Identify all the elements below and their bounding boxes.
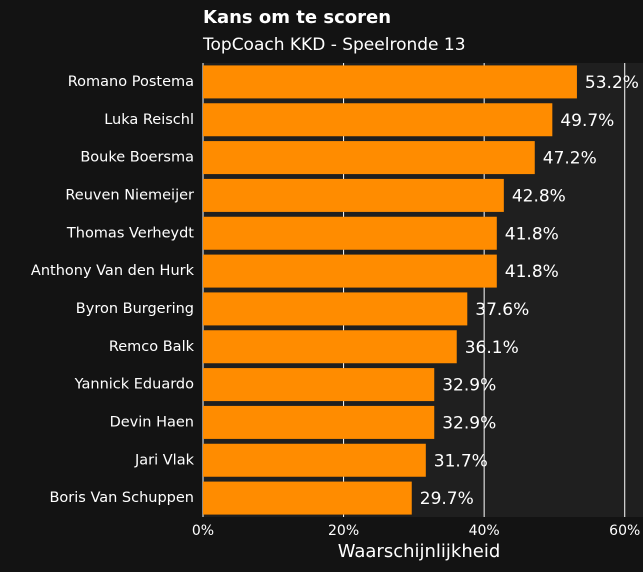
y-tick-label: Devin Haen (110, 414, 194, 430)
x-tick-label: 40% (469, 523, 500, 539)
value-label: 32.9% (442, 413, 496, 433)
value-label: 42.8% (512, 186, 566, 206)
y-tick-label: Luka Reischl (104, 112, 194, 128)
bar (203, 65, 577, 99)
value-label: 31.7% (434, 451, 488, 471)
bar (203, 216, 497, 250)
bar (203, 481, 412, 515)
y-tick-label: Boris Van Schuppen (49, 490, 194, 506)
bar (203, 254, 497, 288)
value-label: 53.2% (585, 73, 639, 93)
value-label: 49.7% (560, 111, 614, 131)
y-tick-label: Jari Vlak (134, 452, 195, 468)
bar (203, 443, 426, 477)
x-tick-label: 60% (609, 523, 640, 539)
value-label: 37.6% (475, 300, 529, 320)
x-axis-label: Waarschijnlijkheid (338, 541, 501, 562)
bar (203, 368, 435, 402)
bar (203, 330, 457, 364)
value-label: 36.1% (465, 338, 519, 358)
bar (203, 405, 435, 439)
bar (203, 292, 468, 326)
y-tick-label: Bouke Boersma (80, 150, 194, 166)
x-tick-label: 20% (328, 523, 359, 539)
y-tick-label: Thomas Verheydt (66, 225, 194, 241)
value-label: 47.2% (543, 149, 597, 169)
y-tick-label: Byron Burgering (76, 301, 194, 317)
value-label: 32.9% (442, 376, 496, 396)
y-tick-label: Remco Balk (109, 339, 195, 355)
y-tick-label: Reuven Niemeijer (65, 187, 194, 203)
value-label: 29.7% (420, 489, 474, 509)
bar (203, 141, 535, 175)
bar (203, 178, 504, 212)
bar (203, 103, 553, 137)
value-label: 41.8% (505, 262, 559, 282)
y-tick-label: Anthony Van den Hurk (31, 263, 195, 279)
chart-title: Kans om te scoren (203, 7, 391, 28)
y-tick-label: Yannick Eduardo (74, 377, 194, 393)
x-tick-label: 0% (192, 523, 214, 539)
value-label: 41.8% (505, 224, 559, 244)
y-tick-label: Romano Postema (68, 74, 194, 90)
chart-subtitle: TopCoach KKD - Speelronde 13 (202, 35, 466, 55)
plot-area (203, 63, 643, 517)
